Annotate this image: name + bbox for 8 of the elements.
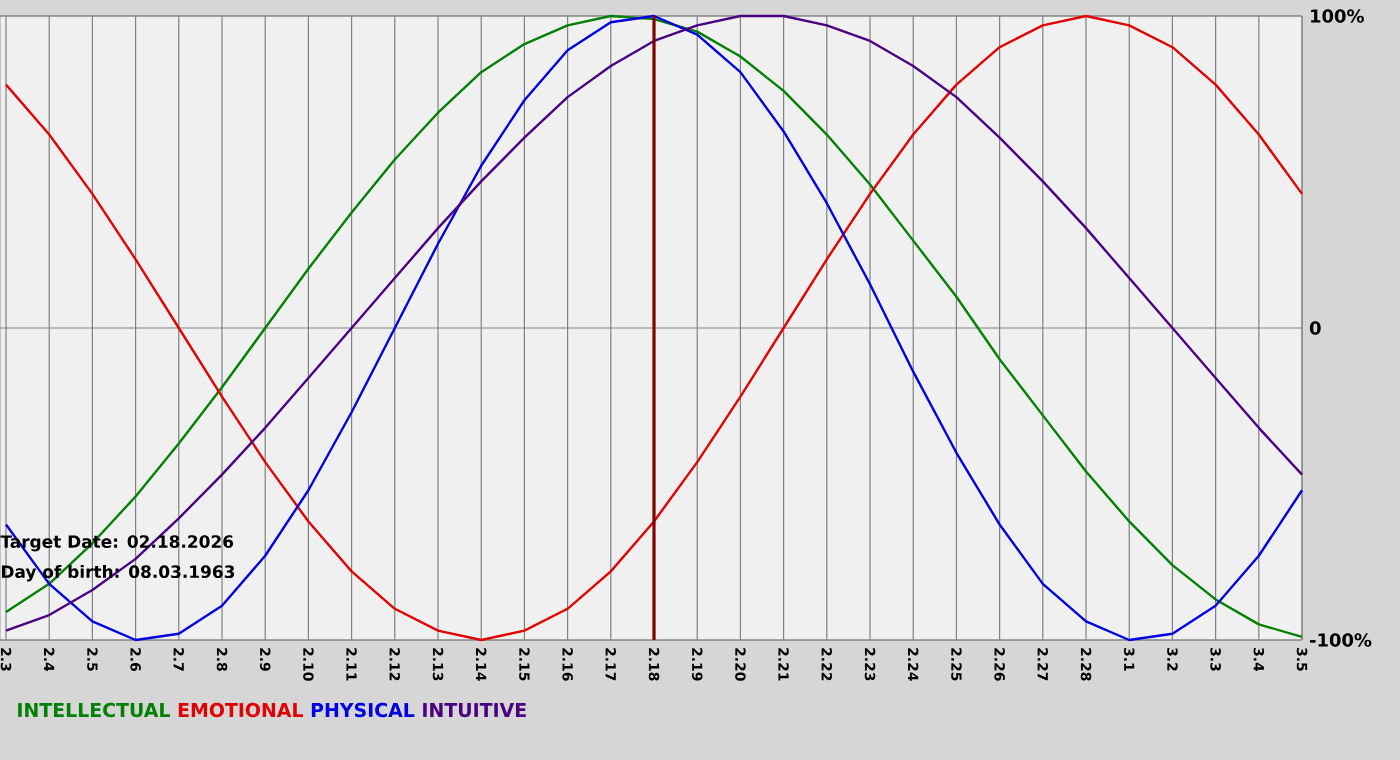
- annotation: Day of birth: 08.03.1963: [1, 564, 235, 582]
- y-tick-label: 100%: [1311, 9, 1364, 23]
- y-tick-label: -100%: [1310, 633, 1372, 647]
- text: EMOTIONAL: [178, 702, 304, 718]
- y-tick-label: 0: [1309, 321, 1321, 335]
- text: PHYSICAL: [311, 702, 415, 718]
- text: INTUITIVE: [423, 703, 526, 718]
- text: INTELLECTUAL: [18, 702, 170, 718]
